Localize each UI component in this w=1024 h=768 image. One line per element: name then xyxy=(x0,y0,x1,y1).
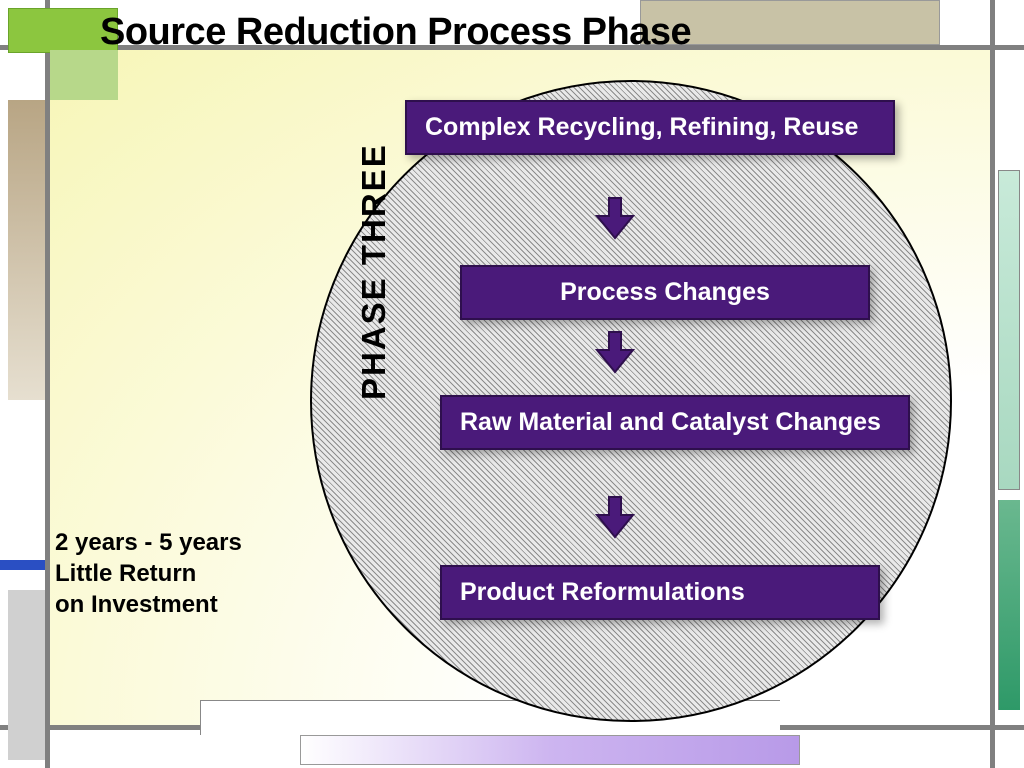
phase-label-vertical: PHASE THREE xyxy=(355,143,393,400)
accent-block-blue-left xyxy=(0,560,45,570)
page-title: Source Reduction Process Phase xyxy=(100,12,691,54)
step-box-3: Raw Material and Catalyst Changes xyxy=(440,395,910,450)
frame-line-right xyxy=(990,0,995,768)
timeframe-text: 2 years - 5 years Little Return on Inves… xyxy=(55,527,242,621)
step-box-4: Product Reformulations xyxy=(440,565,880,620)
accent-block-gray-bl xyxy=(8,590,45,760)
down-arrow-icon xyxy=(595,330,635,374)
step-box-2: Process Changes xyxy=(460,265,870,320)
step-box-1: Complex Recycling, Refining, Reuse xyxy=(405,100,895,155)
down-arrow-icon xyxy=(595,196,635,240)
accent-block-green-right xyxy=(998,500,1020,710)
accent-block-tan-left xyxy=(8,100,45,400)
accent-block-purple-bottom xyxy=(300,735,800,765)
accent-block-teal-right xyxy=(998,170,1020,490)
accent-block-green-light xyxy=(50,50,118,100)
down-arrow-icon xyxy=(595,495,635,539)
